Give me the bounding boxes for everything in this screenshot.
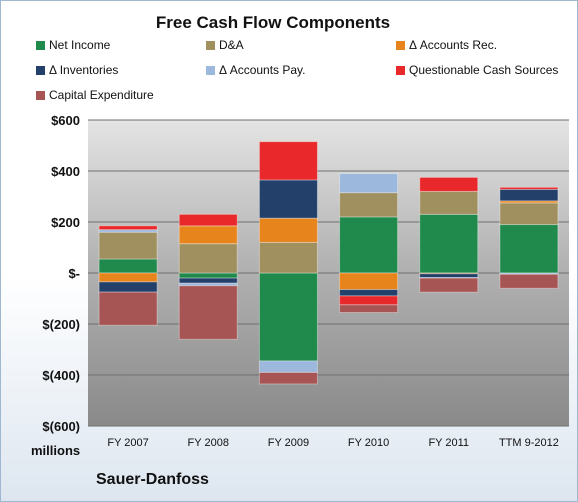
bar-segment: [178, 272, 238, 279]
bar-segment: [178, 277, 238, 284]
bar-segment: [258, 217, 318, 243]
y-tick-label: $200: [51, 215, 80, 230]
y-tick-label: $600: [51, 113, 80, 128]
x-tick-label: FY 2008: [188, 437, 229, 449]
bar-segment: [419, 213, 479, 274]
legend-label: D&A: [219, 38, 244, 52]
chart-title: Free Cash Flow Components: [155, 13, 391, 32]
legend-label: Net Income: [49, 38, 111, 52]
x-tick-label: TTM 9-2012: [499, 437, 559, 449]
legend-label: Capital Expenditure: [49, 88, 154, 102]
bar-segment: [258, 179, 318, 219]
legend-item-questionable: Questionable Cash Sources: [396, 63, 558, 77]
bar-segment: [419, 176, 479, 192]
legend-swatch: [36, 65, 45, 75]
y-tick-label: $(400): [42, 368, 80, 383]
bar-segment: [98, 281, 158, 293]
bar-segment: [98, 258, 158, 274]
legend-item-accounts-rec: Δ Accounts Rec.: [396, 38, 497, 52]
bar-segment: [178, 225, 238, 245]
bar-segment: [258, 272, 318, 362]
legend-item-capex: Capital Expenditure: [36, 88, 154, 102]
x-tick-label: FY 2010: [348, 437, 389, 449]
legend-item-inventories: Δ Inventories: [36, 63, 118, 77]
bar-segment: [499, 273, 559, 289]
bar-segment: [499, 202, 559, 226]
bar-segment: [339, 216, 399, 274]
bar-segment: [339, 173, 399, 194]
bar-segment: [419, 277, 479, 293]
bar-segment: [339, 272, 399, 291]
legend-label: Δ Inventories: [49, 63, 119, 77]
legend-item-net-income: Net Income: [36, 38, 110, 52]
bar-segment: [499, 188, 559, 202]
legend-swatch: [206, 40, 215, 50]
y-tick-label: $(600): [42, 419, 80, 434]
legend-item-accounts-pay: Δ Accounts Pay.: [206, 63, 306, 77]
bar-segment: [178, 213, 238, 227]
legend-swatch: [36, 90, 45, 100]
legend-label: Δ Accounts Rec.: [409, 38, 498, 52]
bar-segment: [339, 192, 399, 218]
bar-segment: [339, 289, 399, 297]
bar-segment: [178, 243, 238, 274]
bar-segment: [339, 304, 399, 314]
legend-swatch: [206, 65, 215, 75]
bar-segment: [499, 186, 559, 190]
bar-segment: [258, 241, 318, 274]
legend-label: Questionable Cash Sources: [409, 63, 559, 77]
bar-segment: [258, 371, 318, 385]
units-label: millions: [31, 443, 81, 458]
x-tick-label: FY 2009: [268, 437, 309, 449]
bar-segment: [178, 285, 238, 340]
bar-segment: [98, 231, 158, 260]
bar-segment: [98, 225, 158, 231]
bar-segment: [339, 295, 399, 306]
bar-segment: [258, 360, 318, 373]
y-tick-label: $400: [51, 164, 80, 179]
y-tick-label: $-: [68, 266, 80, 281]
legend-item-da: D&A: [206, 38, 244, 52]
legend-swatch: [396, 40, 405, 50]
bar-segment: [98, 272, 158, 283]
bar-segment: [98, 291, 158, 326]
legend-swatch: [396, 65, 405, 75]
bar-segment: [419, 273, 479, 279]
legend-swatch: [36, 40, 45, 50]
company-name: Sauer-Danfoss: [96, 471, 209, 488]
y-tick-label: $(200): [42, 317, 80, 332]
bar-segment: [258, 141, 318, 181]
x-tick-label: FY 2007: [107, 437, 148, 449]
bar-segment: [499, 224, 559, 274]
x-tick-label: FY 2011: [428, 437, 469, 449]
legend-label: Δ Accounts Pay.: [219, 63, 306, 77]
bar-segment: [419, 190, 479, 215]
